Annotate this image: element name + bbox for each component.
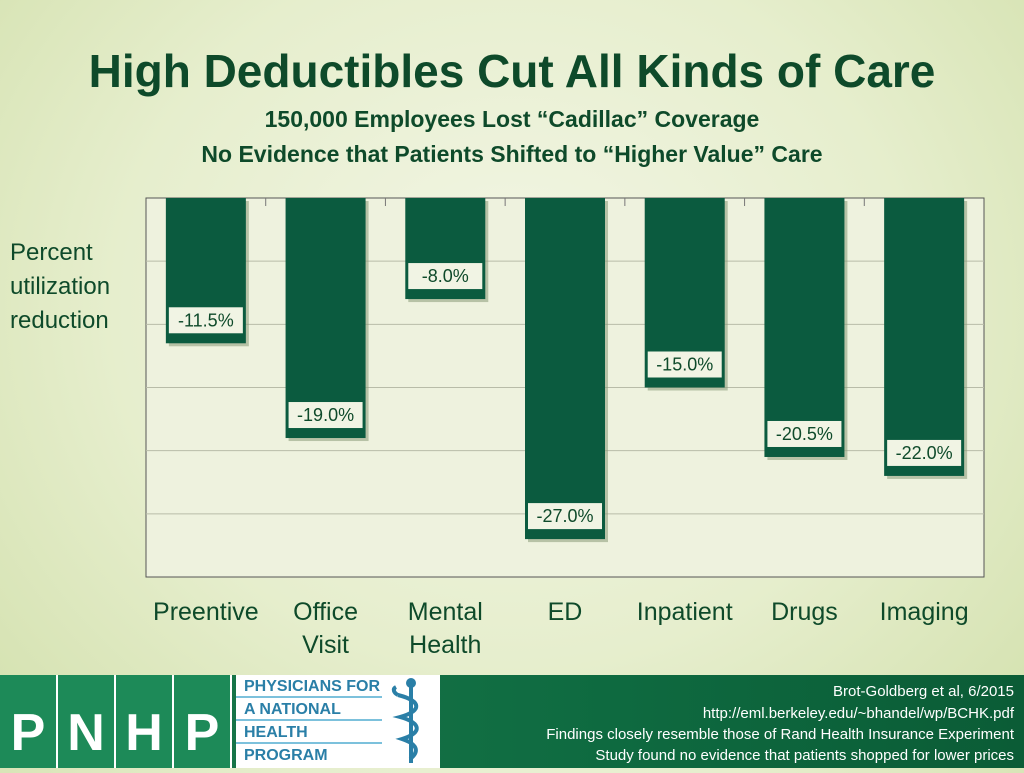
value-label: -11.5% bbox=[178, 310, 234, 330]
logo-text-line: HEALTH bbox=[236, 721, 382, 744]
category-label: ED bbox=[548, 598, 583, 626]
footer-banner: P N H P PHYSICIANS FOR A NATIONAL HEALTH… bbox=[0, 675, 1024, 768]
caduceus-icon bbox=[382, 675, 440, 768]
citation-link[interactable]: http://eml.berkeley.edu/~bhandel/wp/BCHK… bbox=[702, 705, 1014, 722]
category-label: Drugs bbox=[771, 598, 838, 626]
value-label: -15.0% bbox=[656, 355, 713, 375]
value-label: -19.0% bbox=[297, 405, 354, 425]
category-label: Office bbox=[293, 598, 358, 626]
category-label: Visit bbox=[302, 631, 349, 659]
bar bbox=[884, 198, 965, 476]
value-label-bg bbox=[288, 402, 363, 429]
value-label-bg bbox=[767, 420, 842, 447]
slide-title: High Deductibles Cut All Kinds of Care bbox=[88, 45, 936, 97]
bar bbox=[764, 198, 845, 457]
logo-text-line: PROGRAM bbox=[244, 747, 328, 764]
value-label: -27.0% bbox=[536, 506, 593, 526]
category-label: Health bbox=[409, 631, 481, 659]
value-label: -20.5% bbox=[776, 424, 833, 444]
value-label-bg bbox=[887, 439, 962, 466]
logo-letter: P bbox=[0, 675, 58, 768]
citation-line: Study found no evidence that patients sh… bbox=[595, 747, 1014, 764]
logo-letter: P bbox=[174, 675, 232, 768]
bar bbox=[285, 198, 366, 439]
pnhp-logo-letters: P N H P bbox=[0, 675, 240, 768]
value-label: -8.0% bbox=[422, 266, 469, 286]
category-label: Mental bbox=[408, 598, 483, 626]
logo-text-line: A NATIONAL bbox=[236, 698, 382, 721]
logo-letter: N bbox=[58, 675, 116, 768]
category-label: Imaging bbox=[880, 598, 969, 626]
category-label: Preentive bbox=[153, 598, 259, 626]
bar-chart: -11.5% Preentive -19.0% Office Visit -8.0% Men… bbox=[145, 197, 985, 659]
logo-letter: H bbox=[116, 675, 174, 768]
slide-subtitle-1: 150,000 Employees Lost “Cadillac” Covera… bbox=[264, 106, 760, 132]
y-axis-label-line: reduction bbox=[10, 307, 109, 334]
category-label: Inpatient bbox=[637, 598, 733, 626]
value-label-bg bbox=[647, 351, 722, 378]
pnhp-logo-text: PHYSICIANS FOR A NATIONAL HEALTH PROGRAM bbox=[236, 675, 382, 768]
value-label: -22.0% bbox=[896, 443, 953, 463]
logo-text-line: PHYSICIANS FOR bbox=[236, 675, 382, 698]
citation-line: Brot-Goldberg et al, 6/2015 bbox=[833, 683, 1014, 700]
y-axis-label-line: utilization bbox=[10, 273, 111, 300]
value-label-bg bbox=[168, 307, 243, 334]
y-axis-label-line: Percent bbox=[10, 239, 93, 266]
y-axis-label: Percent utilization reduction bbox=[10, 236, 140, 338]
value-label-bg bbox=[528, 503, 602, 530]
bar bbox=[525, 198, 605, 540]
citation-line: Findings closely resemble those of Rand … bbox=[546, 726, 1014, 743]
value-label-bg bbox=[408, 263, 483, 290]
slide-subtitle-2: No Evidence that Patients Shifted to “Hi… bbox=[201, 141, 823, 167]
